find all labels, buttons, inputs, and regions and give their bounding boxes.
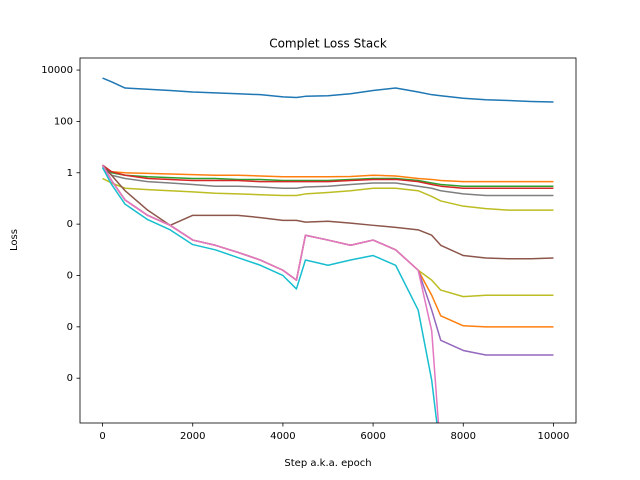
series-line (102, 164, 554, 187)
series-line (101, 167, 438, 423)
series-line (102, 77, 554, 103)
x-tick-label: 6000 (360, 431, 385, 442)
y-axis-label: Loss (9, 229, 20, 251)
y-tick-label: 100 (54, 116, 73, 127)
y-tick-label: 1 (67, 168, 73, 179)
y-tick-label: 0 (67, 322, 73, 333)
series-line (102, 164, 554, 189)
series-line (102, 165, 554, 197)
plot-frame (79, 57, 577, 424)
y-tick-label: 0 (67, 270, 73, 281)
series-line (101, 164, 440, 423)
y-tick-label: 0 (67, 219, 73, 230)
series-line (102, 177, 554, 211)
y-tick-label: 0 (67, 373, 73, 384)
x-tick-label: 4000 (270, 431, 295, 442)
plot-lines (101, 77, 554, 423)
x-tick-label: 2000 (180, 431, 205, 442)
x-tick-label: 8000 (451, 431, 476, 442)
x-tick-label: 0 (99, 431, 105, 442)
series-line (101, 164, 554, 260)
x-tick-label: 10000 (538, 431, 570, 442)
y-tick-label: 10000 (41, 65, 73, 76)
x-axis-label: Step a.k.a. epoch (284, 458, 371, 469)
series-line (102, 167, 554, 183)
chart-title: Complet Loss Stack (269, 37, 387, 51)
